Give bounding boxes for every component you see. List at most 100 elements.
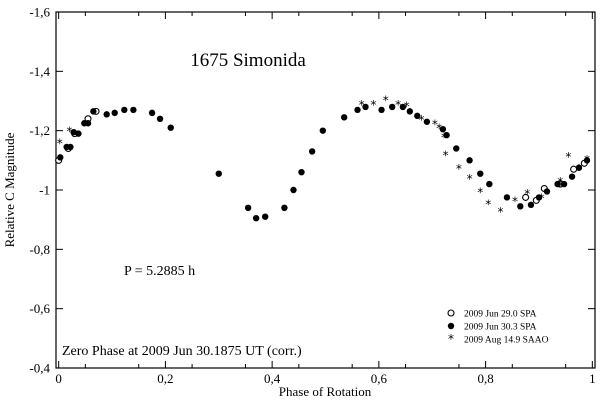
data-point-series-1 [75, 130, 82, 137]
data-point-series-2: * [565, 150, 571, 164]
y-tick-label: -1,6 [29, 5, 50, 20]
data-point-series-2: * [467, 172, 473, 186]
data-point-series-1 [281, 204, 288, 211]
y-axis-ticks: -1,6 -1,4 -1,2 -1 -0,8 -0,6 -0,4 [29, 5, 595, 376]
data-point-series-1 [103, 111, 110, 118]
data-point-series-1 [575, 164, 583, 171]
data-point-series-1 [90, 108, 97, 115]
data-point-series-1 [148, 109, 156, 117]
data-point-series-1 [111, 109, 118, 117]
data-point-series-1 [414, 112, 421, 120]
data-point-series-1 [298, 169, 305, 176]
data-point-series-2: * [524, 187, 530, 201]
data-point-series-1 [308, 148, 316, 155]
data-point-series-2: * [432, 117, 438, 131]
data-point-series-2: * [441, 131, 447, 145]
data-point-series-1 [354, 106, 361, 114]
data-point-series-1 [319, 127, 327, 134]
data-point-series-2: * [485, 197, 491, 211]
data-point-series-1 [67, 143, 74, 151]
period-annotation: P = 5.2885 h [124, 264, 195, 279]
data-point-series-1 [517, 203, 524, 210]
data-point-series-1 [466, 157, 473, 164]
y-axis-label: Relative C Magnitude [2, 132, 17, 247]
data-point-series-1 [453, 145, 460, 152]
y-tick-label: -0,8 [29, 242, 50, 257]
y-tick-label: -0,6 [29, 301, 50, 316]
x-tick-label: 0,6 [371, 371, 388, 386]
data-point-series-2: * [395, 98, 401, 112]
data-point-series-1 [362, 103, 369, 111]
data-point-series-2: * [539, 191, 545, 205]
data-point-series-1 [443, 131, 450, 139]
data-point-series-1 [554, 180, 561, 188]
x-tick-label: 0,2 [157, 371, 173, 386]
x-tick-label: 0 [55, 371, 62, 386]
data-point-series-2: * [498, 205, 504, 219]
data-point-series-1 [568, 173, 576, 180]
data-point-series-1 [503, 194, 511, 201]
data-point-series-1 [389, 103, 396, 111]
data-point-series-1 [130, 106, 137, 114]
data-point-series-1 [486, 180, 493, 188]
data-point-series-1 [121, 106, 128, 114]
data-point-series-1 [340, 114, 348, 121]
legend-label-aug14: 2009 Aug 14.9 SAAO [464, 336, 549, 346]
data-point-series-1 [399, 103, 407, 111]
data-point-series-2: * [477, 185, 483, 199]
zero-phase-annotation: Zero Phase at 2009 Jun 30.1875 UT (corr.… [62, 344, 302, 359]
legend-entry-aug14: * 2009 Aug 14.9 SAAO [448, 332, 549, 346]
data-point-series-2: * [456, 162, 462, 176]
data-point-series-1 [84, 120, 92, 127]
data-point-series-1 [261, 213, 269, 220]
data-point-series-1 [543, 188, 551, 195]
x-tick-label: 0,4 [264, 371, 281, 386]
legend-label-jun29: 2009 Jun 29.0 SPA [464, 310, 537, 320]
data-point-series-1 [167, 124, 174, 131]
data-point-series-1 [252, 214, 260, 222]
data-point-series-2: * [436, 122, 442, 136]
x-axis-ticks: 0 0,2 0,4 0,6 0,8 1 [55, 12, 596, 386]
data-point-series-1 [477, 170, 484, 177]
data-point-series-2: * [383, 94, 389, 108]
data-point-series-1 [244, 204, 252, 211]
legend-asterisk-icon: * [448, 332, 454, 346]
data-point-series-1 [583, 157, 591, 164]
data-point-series-1 [527, 201, 535, 209]
data-point-series-1 [439, 125, 447, 133]
data-point-series-1 [70, 128, 77, 136]
x-tick-label: 0,8 [477, 371, 493, 386]
y-tick-label: -1 [39, 183, 50, 198]
data-point-series-1 [378, 106, 385, 114]
x-axis-label: Phase of Rotation [279, 384, 372, 399]
data-point-series-2: * [57, 137, 63, 151]
data-point-series-2: * [443, 148, 449, 162]
y-tick-label: -0,4 [29, 361, 50, 376]
legend-entry-jun29: 2009 Jun 29.0 SPA [447, 309, 537, 320]
data-point-series-2: * [557, 175, 563, 189]
data-point-series-2: * [512, 194, 518, 208]
data-point-series-1 [57, 154, 64, 161]
data-point-series-2: * [576, 162, 582, 176]
legend: 2009 Jun 29.0 SPA 2009 Jun 30.3 SPA * 20… [447, 309, 549, 346]
legend-label-jun30: 2009 Jun 30.3 SPA [464, 323, 537, 333]
data-point-series-2: * [66, 125, 72, 139]
y-tick-label: -1,2 [29, 123, 50, 138]
chart-title: 1675 Simonida [190, 50, 306, 71]
data-point-series-1 [560, 180, 568, 188]
x-tick-label: 1 [589, 371, 596, 386]
legend-entry-jun30: 2009 Jun 30.3 SPA [447, 322, 537, 333]
data-points: *** * * * ** *********** ***** [55, 94, 591, 222]
legend-open-circle-icon [447, 309, 455, 317]
data-point-series-2: * [584, 153, 590, 167]
data-point-series-1 [535, 194, 543, 201]
data-point-series-1 [156, 115, 164, 123]
legend-filled-circle-icon [447, 322, 455, 330]
data-point-series-2: * [371, 98, 377, 112]
data-point-series-1 [406, 108, 414, 115]
y-tick-label: -1,4 [29, 64, 50, 79]
data-point-series-2: * [419, 113, 425, 127]
data-point-series-2: * [404, 99, 410, 113]
data-point-series-0 [522, 193, 530, 201]
